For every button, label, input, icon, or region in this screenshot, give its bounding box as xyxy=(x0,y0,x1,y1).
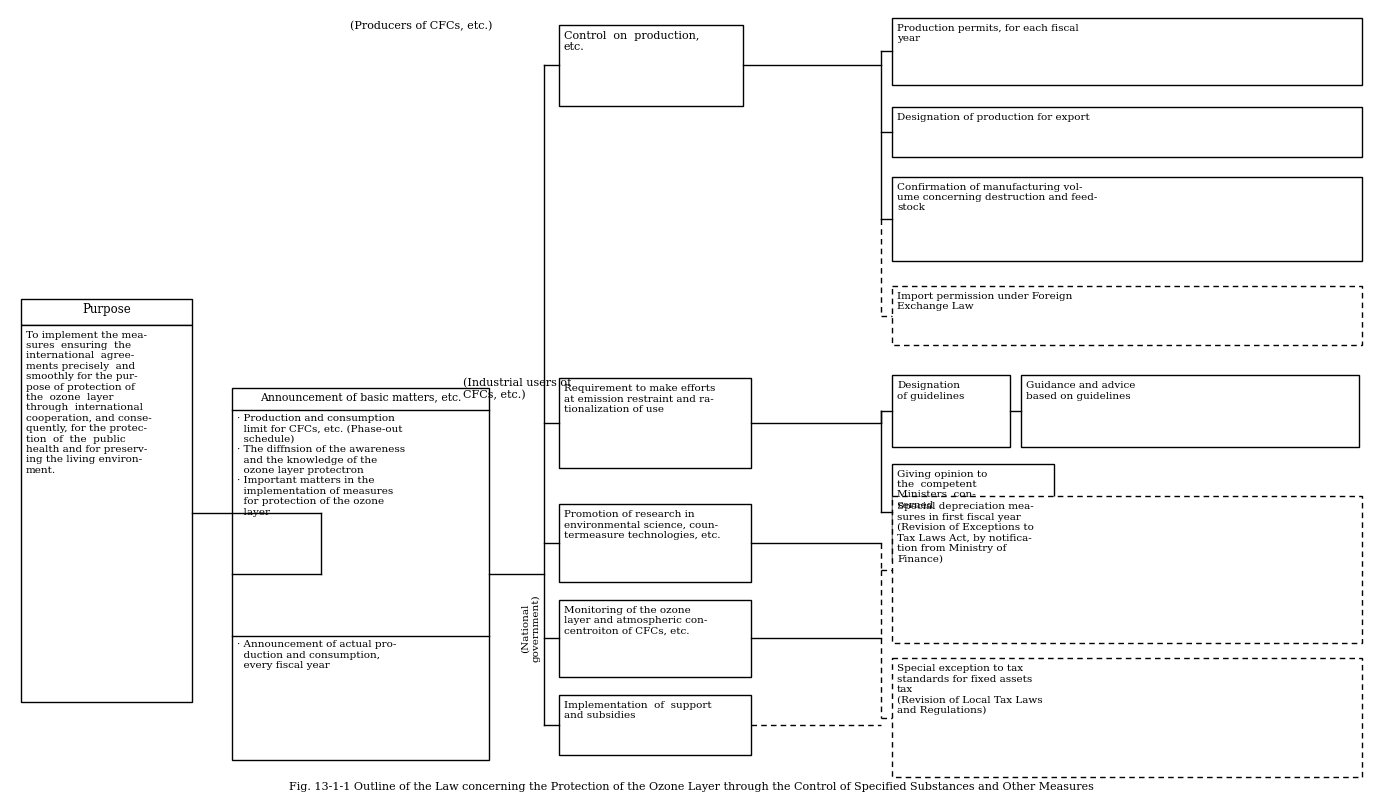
Text: Purpose: Purpose xyxy=(82,303,131,316)
Text: (National
government): (National government) xyxy=(521,595,540,663)
Bar xyxy=(893,375,1010,446)
Text: Special depreciation mea-
sures in first fiscal year
(Revision of Exceptions to
: Special depreciation mea- sures in first… xyxy=(897,502,1034,564)
Bar xyxy=(1021,375,1360,446)
Text: · Production and consumption
  limit for CFCs, etc. (Phase-out
  schedule)
· The: · Production and consumption limit for C… xyxy=(236,414,405,517)
Bar xyxy=(893,286,1363,345)
Bar xyxy=(558,695,750,755)
Text: Designation
of guidelines: Designation of guidelines xyxy=(897,382,965,401)
Text: Promotion of research in
environmental science, coun-
termeasure technologies, e: Promotion of research in environmental s… xyxy=(564,510,720,540)
Bar xyxy=(893,177,1363,261)
Text: Special exception to tax
standards for fixed assets
tax
(Revision of Local Tax L: Special exception to tax standards for f… xyxy=(897,664,1043,715)
Bar xyxy=(21,299,192,325)
Text: Guidance and advice
based on guidelines: Guidance and advice based on guidelines xyxy=(1025,382,1135,401)
Text: · Announcement of actual pro-
  duction and consumption,
  every fiscal year: · Announcement of actual pro- duction an… xyxy=(236,641,397,670)
Text: Designation of production for export: Designation of production for export xyxy=(897,113,1090,122)
Bar xyxy=(893,497,1363,643)
Text: Production permits, for each fiscal
year: Production permits, for each fiscal year xyxy=(897,23,1079,43)
Bar xyxy=(558,24,742,106)
Text: Import permission under Foreign
Exchange Law: Import permission under Foreign Exchange… xyxy=(897,292,1072,311)
Bar xyxy=(893,18,1363,85)
Text: Confirmation of manufacturing vol-
ume concerning destruction and feed-
stock: Confirmation of manufacturing vol- ume c… xyxy=(897,182,1097,212)
Text: (Producers of CFCs, etc.): (Producers of CFCs, etc.) xyxy=(351,20,493,31)
Text: Requirement to make efforts
at emission restraint and ra-
tionalization of use: Requirement to make efforts at emission … xyxy=(564,384,714,414)
Bar xyxy=(558,378,750,467)
Text: Monitoring of the ozone
layer and atmospheric con-
centroiton of CFCs, etc.: Monitoring of the ozone layer and atmosp… xyxy=(564,606,706,635)
Text: (Industrial users of
CFCs, etc.): (Industrial users of CFCs, etc.) xyxy=(463,378,571,400)
Text: To implement the mea-
sures  ensuring  the
international  agree-
ments precisely: To implement the mea- sures ensuring the… xyxy=(26,330,152,475)
Bar xyxy=(893,107,1363,156)
Text: Giving opinion to
the  competent
Ministers  con-
cerned: Giving opinion to the competent Minister… xyxy=(897,470,988,509)
Text: Announcement of basic matters, etc.: Announcement of basic matters, etc. xyxy=(260,392,462,402)
Text: Implementation  of  support
and subsidies: Implementation of support and subsidies xyxy=(564,701,712,720)
Text: Fig. 13-1-1 Outline of the Law concerning the Protection of the Ozone Layer thro: Fig. 13-1-1 Outline of the Law concernin… xyxy=(289,782,1093,792)
Bar xyxy=(558,599,750,677)
Bar xyxy=(21,325,192,702)
Bar xyxy=(558,505,750,582)
Bar xyxy=(893,463,1053,561)
Bar xyxy=(232,388,489,760)
Bar xyxy=(893,659,1363,778)
Text: Control  on  production,
etc.: Control on production, etc. xyxy=(564,31,699,52)
